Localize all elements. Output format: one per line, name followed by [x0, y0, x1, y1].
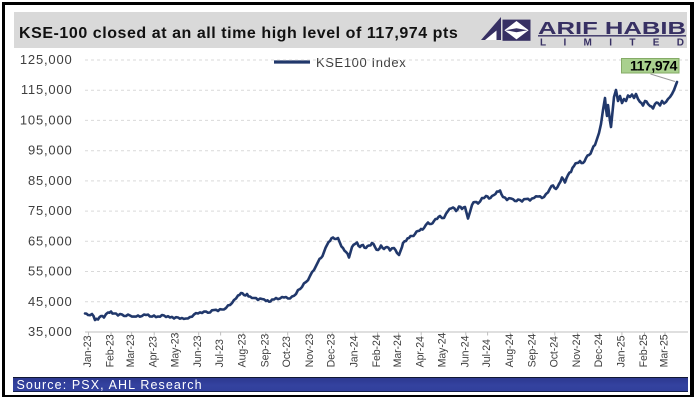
svg-text:Apr-23: Apr-23 — [148, 336, 160, 367]
svg-text:Aug-24: Aug-24 — [504, 334, 516, 368]
svg-text:Aug-23: Aug-23 — [237, 334, 249, 368]
svg-text:115,000: 115,000 — [21, 82, 73, 97]
svg-text:Sep-23: Sep-23 — [259, 334, 271, 368]
svg-text:Jan-25: Jan-25 — [615, 335, 627, 367]
svg-text:Dec-23: Dec-23 — [326, 334, 338, 368]
svg-text:117,974: 117,974 — [630, 58, 678, 74]
svg-text:Jan-23: Jan-23 — [82, 335, 94, 367]
svg-text:May-24: May-24 — [437, 332, 449, 367]
svg-text:Dec-24: Dec-24 — [593, 334, 605, 368]
svg-text:KSE100 Index: KSE100 Index — [316, 55, 406, 70]
svg-text:65,000: 65,000 — [28, 233, 73, 248]
svg-text:Nov-24: Nov-24 — [571, 334, 583, 368]
svg-text:125,000: 125,000 — [20, 52, 73, 67]
svg-text:Jun-24: Jun-24 — [459, 335, 471, 367]
svg-text:Mar-25: Mar-25 — [659, 334, 671, 367]
svg-text:55,000: 55,000 — [28, 264, 73, 279]
svg-text:35,000: 35,000 — [28, 324, 73, 339]
svg-text:Oct-24: Oct-24 — [548, 336, 560, 367]
svg-text:45,000: 45,000 — [28, 294, 73, 309]
svg-text:LIMITED: LIMITED — [540, 38, 684, 49]
svg-text:ARIF HABIB: ARIF HABIB — [538, 18, 686, 38]
svg-text:Feb-24: Feb-24 — [371, 334, 383, 367]
svg-text:105,000: 105,000 — [20, 112, 73, 127]
svg-text:Jul-23: Jul-23 — [214, 339, 226, 367]
svg-text:Feb-25: Feb-25 — [638, 334, 650, 367]
svg-text:Jul-24: Jul-24 — [481, 339, 493, 367]
svg-text:Jun-23: Jun-23 — [192, 335, 204, 367]
svg-text:Feb-23: Feb-23 — [105, 334, 117, 367]
svg-text:Apr-24: Apr-24 — [415, 336, 427, 367]
svg-text:75,000: 75,000 — [28, 203, 73, 218]
svg-text:Sep-24: Sep-24 — [526, 334, 538, 368]
svg-text:95,000: 95,000 — [28, 143, 73, 158]
svg-text:85,000: 85,000 — [28, 173, 73, 188]
svg-text:Nov-23: Nov-23 — [304, 334, 316, 368]
svg-text:May-23: May-23 — [170, 332, 182, 367]
svg-text:Jan-24: Jan-24 — [348, 335, 360, 367]
svg-text:Oct-23: Oct-23 — [281, 336, 293, 367]
svg-text:Mar-24: Mar-24 — [392, 334, 404, 367]
svg-text:Mar-23: Mar-23 — [125, 334, 137, 367]
